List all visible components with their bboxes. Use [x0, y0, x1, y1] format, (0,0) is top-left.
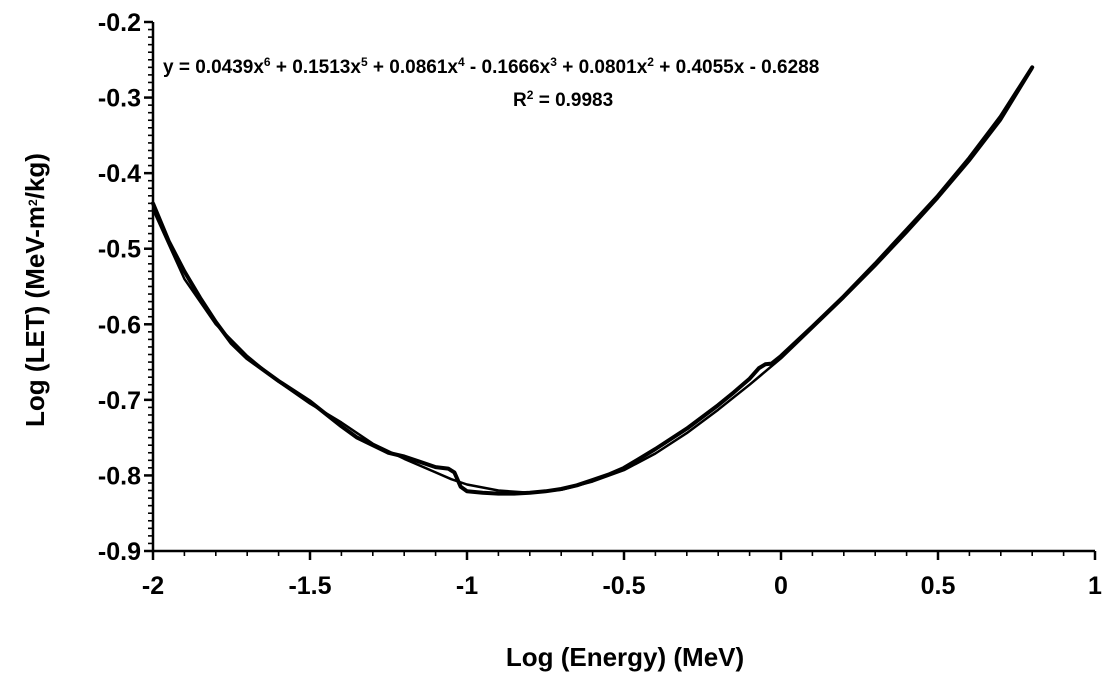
x-tick-label: -2	[142, 572, 164, 600]
y-tick-label: -0.9	[98, 538, 141, 566]
trendline-equation: y = 0.0439x6 + 0.1513x5 + 0.0861x4 - 0.1…	[163, 55, 819, 78]
y-tick-label: -0.2	[98, 9, 141, 37]
x-tick-label: -0.5	[602, 572, 645, 600]
tick-labels: -0.9 -0.8 -0.7 -0.6 -0.5 -0.4 -0.3 -0.2 -2 -1.5 -1…	[98, 9, 1102, 600]
series-line-1	[151, 65, 1035, 496]
y-tick-label: -0.7	[98, 387, 141, 415]
x-tick-label: -1	[456, 572, 478, 600]
y-tick-label: -0.4	[98, 160, 141, 188]
plot-area	[151, 65, 1035, 496]
y-axis-title: Log (LET) (MeV-m2/kg)	[20, 153, 50, 427]
y-tick-label: -0.5	[98, 236, 141, 264]
x-axis-title: Log (Energy) (MeV)	[506, 642, 744, 672]
x-tick-label: 1	[1088, 572, 1102, 600]
y-tick-label: -0.3	[98, 85, 141, 113]
y-tick-label: -0.8	[98, 462, 141, 490]
x-tick-label: -1.5	[288, 572, 331, 600]
axes	[144, 20, 1097, 560]
r-squared-label: R2 = 0.9983	[513, 88, 613, 111]
series-line-2	[151, 67, 1034, 495]
x-tick-label: 0.5	[921, 572, 956, 600]
x-tick-label: 0	[774, 572, 788, 600]
y-tick-label: -0.6	[98, 311, 141, 339]
